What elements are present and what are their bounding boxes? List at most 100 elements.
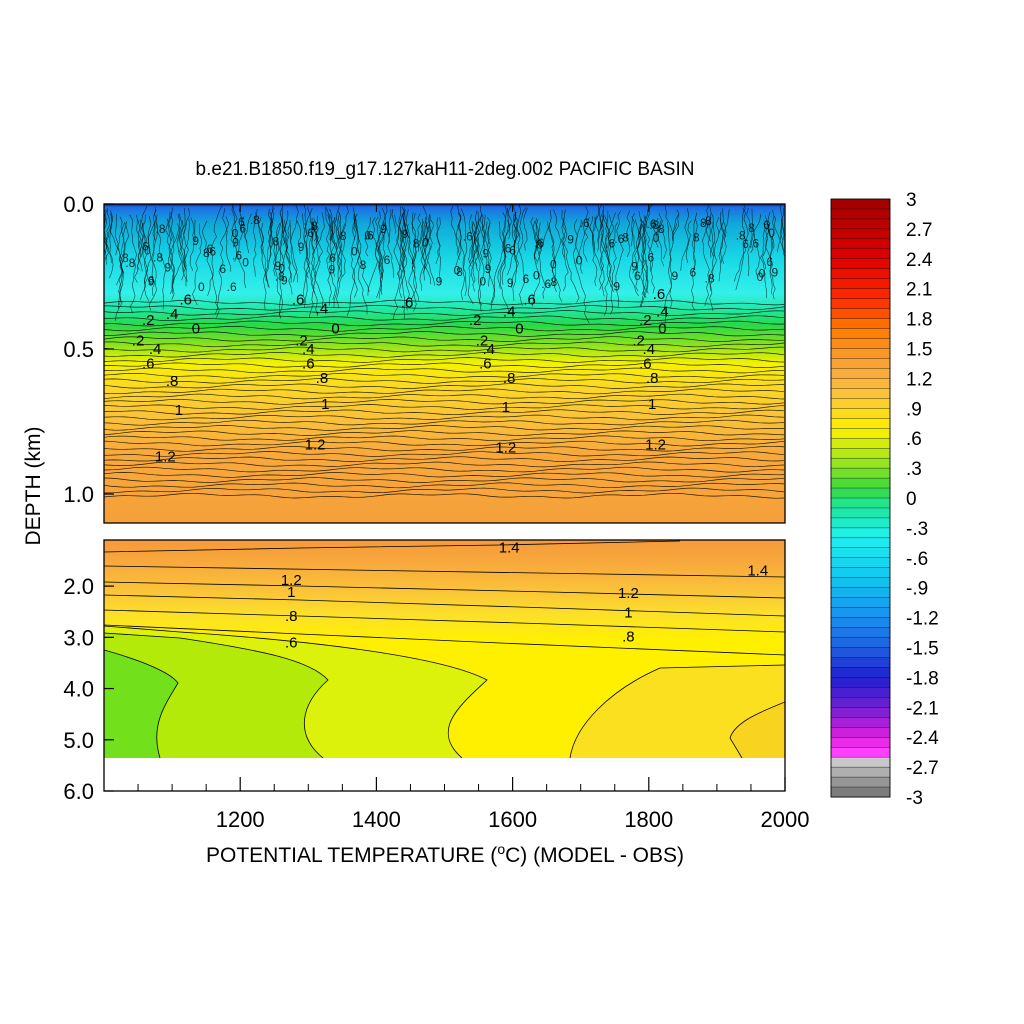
- noise-label: 8: [456, 265, 463, 279]
- noise-contour: [311, 216, 318, 254]
- upper-contour-line: [104, 357, 785, 363]
- lower-contour-label: .8: [622, 628, 635, 645]
- noise-contour: [591, 215, 603, 291]
- noise-label: 8: [273, 235, 280, 249]
- upper-contour-label: .2: [132, 332, 145, 349]
- x-tick-label: 1600: [488, 807, 537, 832]
- noise-label: .8: [250, 213, 260, 227]
- upper-contour-line: [104, 472, 785, 478]
- colorbar-box: [830, 527, 891, 539]
- noise-contour: [350, 213, 358, 298]
- upper-contour-label: 1: [175, 402, 183, 419]
- upper-contour-label: 1: [502, 399, 510, 416]
- colorbar-box: [830, 746, 891, 758]
- noise-contour: [367, 217, 378, 296]
- upper-contour-label: .6: [142, 356, 155, 373]
- noise-contour: [405, 209, 414, 265]
- noise-contour: [600, 209, 612, 288]
- y-tick-label: 1.0: [63, 482, 94, 507]
- noise-label: 9: [507, 276, 514, 290]
- colorbar-box: [830, 577, 891, 589]
- noise-contour: [657, 213, 665, 267]
- noise-contour: [303, 204, 309, 279]
- noise-contour: [672, 213, 680, 237]
- noise-label: .8: [153, 251, 163, 265]
- noise-label: .6: [580, 216, 590, 230]
- noise-contour: [767, 222, 774, 249]
- noise-contour: [304, 207, 313, 230]
- noise-contour: [401, 209, 409, 272]
- noise-contour: [268, 207, 275, 262]
- colorbar-box: [830, 447, 891, 459]
- noise-contour: [471, 221, 476, 292]
- colorbar-box: [830, 786, 891, 798]
- noise-contour: [255, 212, 264, 254]
- noise-contour: [265, 205, 275, 287]
- upper-contour-line: [104, 352, 785, 358]
- noise-contour: [317, 212, 325, 244]
- noise-contour: [337, 223, 345, 282]
- noise-contour: [168, 214, 181, 266]
- colorbar-box: [830, 268, 891, 280]
- colorbar-box: [830, 707, 891, 718]
- noise-label: 9: [613, 280, 620, 294]
- upper-contour-label: .8: [316, 370, 329, 387]
- upper-contour-line: [104, 378, 785, 384]
- noise-contour: [450, 206, 467, 296]
- noise-contour: [468, 214, 483, 267]
- noise-contour: [267, 208, 272, 249]
- noise-label: .8: [125, 256, 135, 270]
- upper-contour-label: 0: [192, 321, 200, 338]
- upper-panel-frame: [103, 203, 786, 524]
- noise-label: .6: [644, 250, 654, 264]
- noise-label: 6: [634, 269, 641, 283]
- noise-label: .6: [614, 232, 624, 246]
- noise-contour: [512, 215, 519, 301]
- upper-contour-line: [104, 451, 785, 457]
- colorbar-box: [830, 238, 891, 250]
- noise-contour: [634, 219, 647, 307]
- noise-label: 0: [576, 253, 583, 267]
- noise-label: .8: [736, 229, 746, 243]
- noise-contour: [767, 222, 776, 300]
- colorbar-box: [830, 328, 891, 340]
- noise-contour: [230, 204, 238, 262]
- upper-contour-label: 1.2: [155, 448, 176, 465]
- noise-contour: [419, 217, 428, 291]
- noise-contour: [777, 205, 783, 253]
- noise-label: .8: [705, 272, 715, 286]
- noise-contour: [474, 211, 482, 306]
- colorbar-box: [830, 338, 891, 349]
- noise-contour: [425, 214, 432, 269]
- noise-contour: [593, 204, 600, 232]
- noise-contour: [574, 219, 583, 274]
- x-label-part-2: C) (MODEL - OBS): [505, 844, 684, 867]
- upper-contour-line: [104, 414, 785, 421]
- colorbar-tick-label: -2.1: [906, 698, 939, 719]
- upper-contour-line: [104, 477, 785, 483]
- noise-label: 0: [232, 226, 239, 240]
- noise-contour: [490, 212, 506, 310]
- colorbar-box: [830, 208, 891, 220]
- noise-contour: [333, 217, 346, 277]
- noise-contour: [691, 218, 698, 310]
- noise-label: 6: [142, 239, 149, 253]
- colorbar-tick-label: -.6: [906, 549, 928, 570]
- colorbar-frame: [830, 198, 891, 798]
- noise-contour: [720, 211, 727, 238]
- noise-contour: [331, 217, 339, 277]
- noise-contour: [482, 221, 495, 304]
- lower-contour-label: 1.4: [747, 563, 768, 580]
- colorbar-box: [830, 537, 891, 549]
- noise-contour: [691, 212, 698, 271]
- noise-label: .6: [541, 277, 551, 291]
- noise-contour: [498, 221, 510, 313]
- noise-label: 8: [413, 237, 420, 251]
- noise-label: 9: [380, 222, 387, 236]
- lower-contour-label: 1: [624, 605, 632, 622]
- noise-label: .8: [649, 218, 659, 232]
- colorbar-tick-label: 2.4: [906, 250, 933, 271]
- noise-contour: [176, 223, 187, 271]
- noise-contour: [335, 205, 340, 239]
